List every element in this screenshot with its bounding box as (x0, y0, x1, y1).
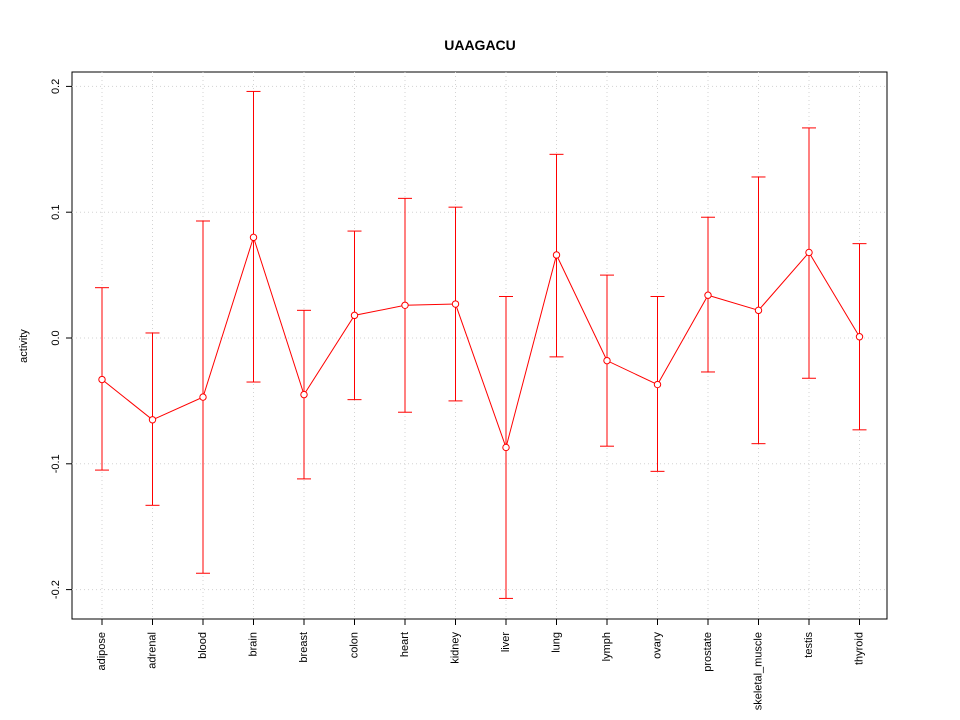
data-point (754, 306, 763, 315)
data-point (653, 380, 662, 389)
axes: -0.2 -0.1 0.0 0.1 0.2 adipose adrenal blood brai… (50, 79, 866, 711)
data-point (249, 233, 258, 242)
x-tick-label: adrenal (146, 632, 158, 669)
data-point (603, 356, 611, 365)
y-tick-label: 0.0 (50, 330, 62, 345)
y-tick-label: -0.2 (50, 580, 62, 599)
data-point (401, 301, 409, 309)
x-tick-label: blood (197, 632, 209, 659)
x-tick-label: ovary (651, 632, 663, 659)
y-axis-label: activity (18, 329, 30, 363)
data-point (300, 390, 308, 399)
series-line (101, 235, 860, 450)
x-tick-label: testis (803, 632, 815, 658)
data-point (552, 251, 561, 259)
data-point (805, 248, 813, 257)
y-tick-label: 0.2 (50, 79, 62, 94)
data-point (855, 333, 864, 341)
plot-frame (71, 71, 888, 620)
data-point (350, 311, 359, 320)
data-point (502, 443, 510, 452)
data-point (98, 375, 106, 384)
x-tick-label: heart (399, 632, 411, 657)
data-point (199, 393, 207, 401)
x-tick-label: liver (500, 632, 512, 653)
x-tick-label: prostate (702, 632, 714, 672)
x-tick-label: brain (247, 632, 259, 656)
x-tick-label: kidney (449, 632, 461, 664)
data-point (148, 416, 157, 424)
y-tick-label: 0.1 (50, 205, 62, 220)
data-point (704, 291, 712, 299)
x-tick-label: colon (348, 632, 360, 658)
x-tick-label: thyroid (853, 632, 865, 665)
x-tick-label: breast (298, 632, 310, 663)
x-tick-label: skeletal_muscle (752, 632, 764, 710)
grid (72, 72, 887, 619)
y-tick-label: -0.1 (50, 454, 62, 473)
data-point (451, 300, 460, 308)
x-tick-label: adipose (96, 632, 108, 671)
series (95, 90, 867, 599)
x-tick-label: lymph (601, 632, 613, 661)
x-tick-label: lung (550, 632, 562, 653)
chart-title: UAAGACU (444, 37, 516, 53)
